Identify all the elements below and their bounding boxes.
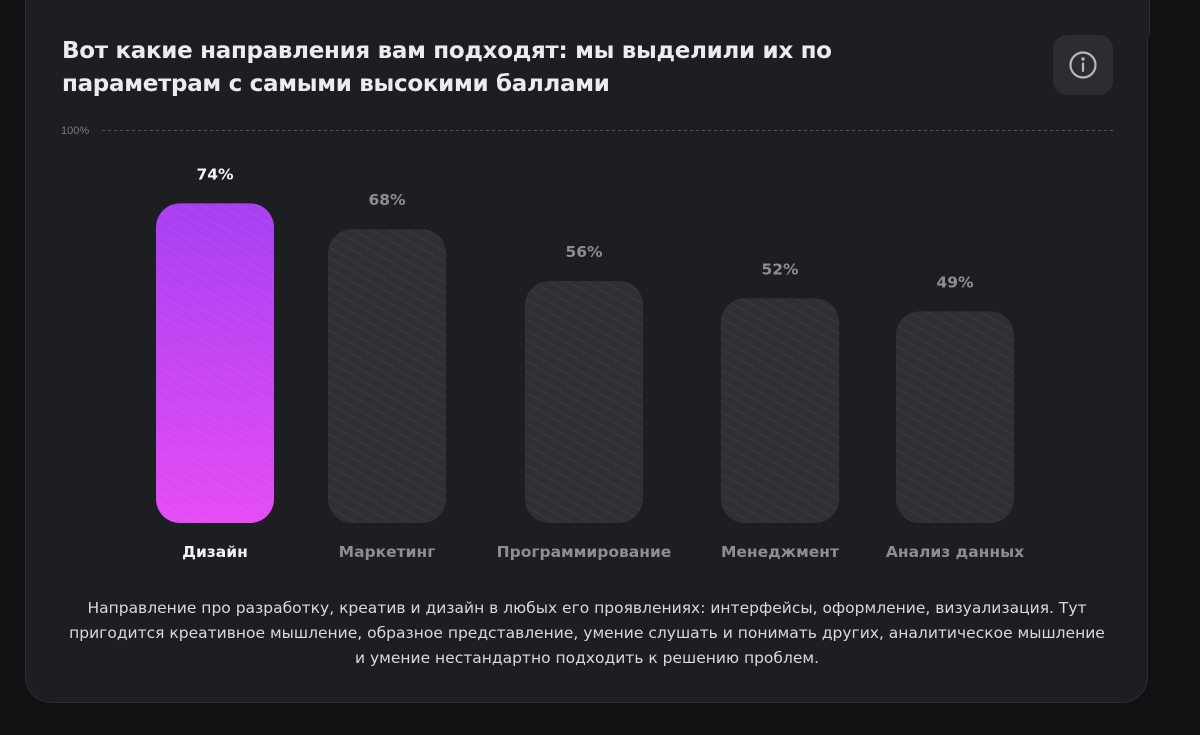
category-label-data-analysis[interactable]: Анализ данных — [886, 543, 1024, 561]
bar-data-analysis[interactable] — [896, 311, 1014, 523]
info-icon — [1069, 51, 1097, 79]
bar-programming[interactable] — [525, 281, 643, 523]
results-card: Вот какие направления вам подходят: мы в… — [25, 0, 1150, 703]
reference-line-label: 100% — [61, 125, 89, 137]
bar-management[interactable] — [721, 298, 839, 523]
value-label-programming: 56% — [565, 243, 603, 261]
value-label-data-analysis: 49% — [936, 273, 974, 291]
value-label-management: 52% — [761, 260, 799, 278]
results-title: Вот какие направления вам подходят: мы в… — [62, 38, 832, 97]
category-label-management[interactable]: Менеджмент — [721, 543, 839, 561]
bar-marketing[interactable] — [328, 229, 446, 524]
category-label-marketing[interactable]: Маркетинг — [339, 543, 436, 561]
direction-description: Направление про разработку, креатив и ди… — [69, 599, 1105, 667]
bar-design-texture — [156, 203, 274, 523]
info-button[interactable] — [1053, 35, 1113, 95]
category-label-programming[interactable]: Программирование — [497, 543, 672, 561]
value-label-marketing: 68% — [368, 191, 406, 209]
category-label-design[interactable]: Дизайн — [182, 543, 248, 561]
value-label-design: 74% — [196, 165, 234, 183]
directions-bar-chart: 100% 74% Дизайн 68% Маркетинг 56% Программиро… — [61, 125, 1114, 561]
